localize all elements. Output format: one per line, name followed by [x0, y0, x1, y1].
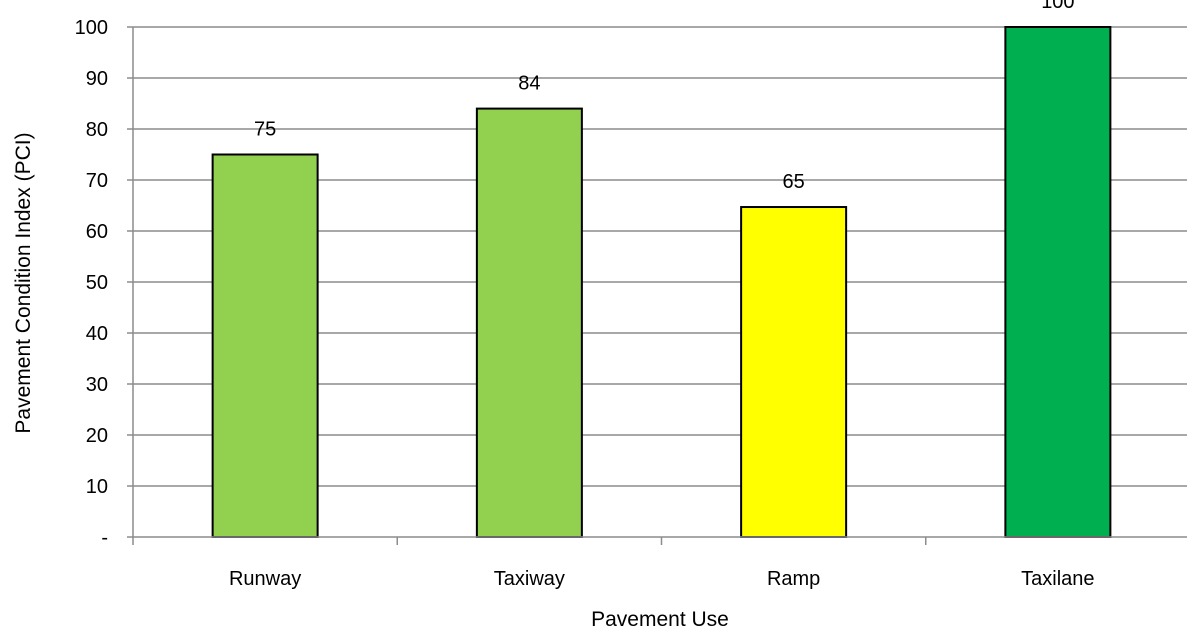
data-label: 84 — [518, 73, 540, 95]
data-label: 75 — [254, 119, 276, 141]
y-tick-label: 60 — [86, 221, 108, 243]
y-tick-label: 40 — [86, 323, 108, 345]
data-label: 100 — [1041, 0, 1074, 13]
bar-runway — [211, 153, 319, 538]
y-tick-label: 90 — [86, 68, 108, 90]
x-tick-label: Ramp — [767, 568, 820, 590]
y-tick-label: 30 — [86, 374, 108, 396]
y-tick-label: 10 — [86, 476, 108, 498]
bar-taxiway — [475, 107, 583, 538]
bar-taxilane — [1004, 26, 1112, 538]
y-tick-label: 80 — [86, 119, 108, 141]
y-axis-title: Pavement Condition Index (PCI) — [12, 132, 35, 433]
data-label: 65 — [783, 171, 805, 193]
y-tick-label: 70 — [86, 170, 108, 192]
labels: - 10 20 30 40 50 60 70 80 90 100 75 Runway 84 Taxiway 6… — [75, 0, 1095, 590]
bar-ramp — [740, 206, 848, 538]
y-tick-label: 100 — [75, 17, 108, 39]
x-tick-label: Taxiway — [494, 568, 565, 590]
y-tick-label: - — [101, 527, 108, 549]
y-tick-label: 50 — [86, 272, 108, 294]
x-tick-label: Taxilane — [1021, 568, 1094, 590]
x-axis-title: Pavement Use — [591, 608, 729, 631]
axes — [127, 26, 1187, 545]
y-tick-label: 20 — [86, 425, 108, 447]
x-tick-label: Runway — [229, 568, 301, 590]
